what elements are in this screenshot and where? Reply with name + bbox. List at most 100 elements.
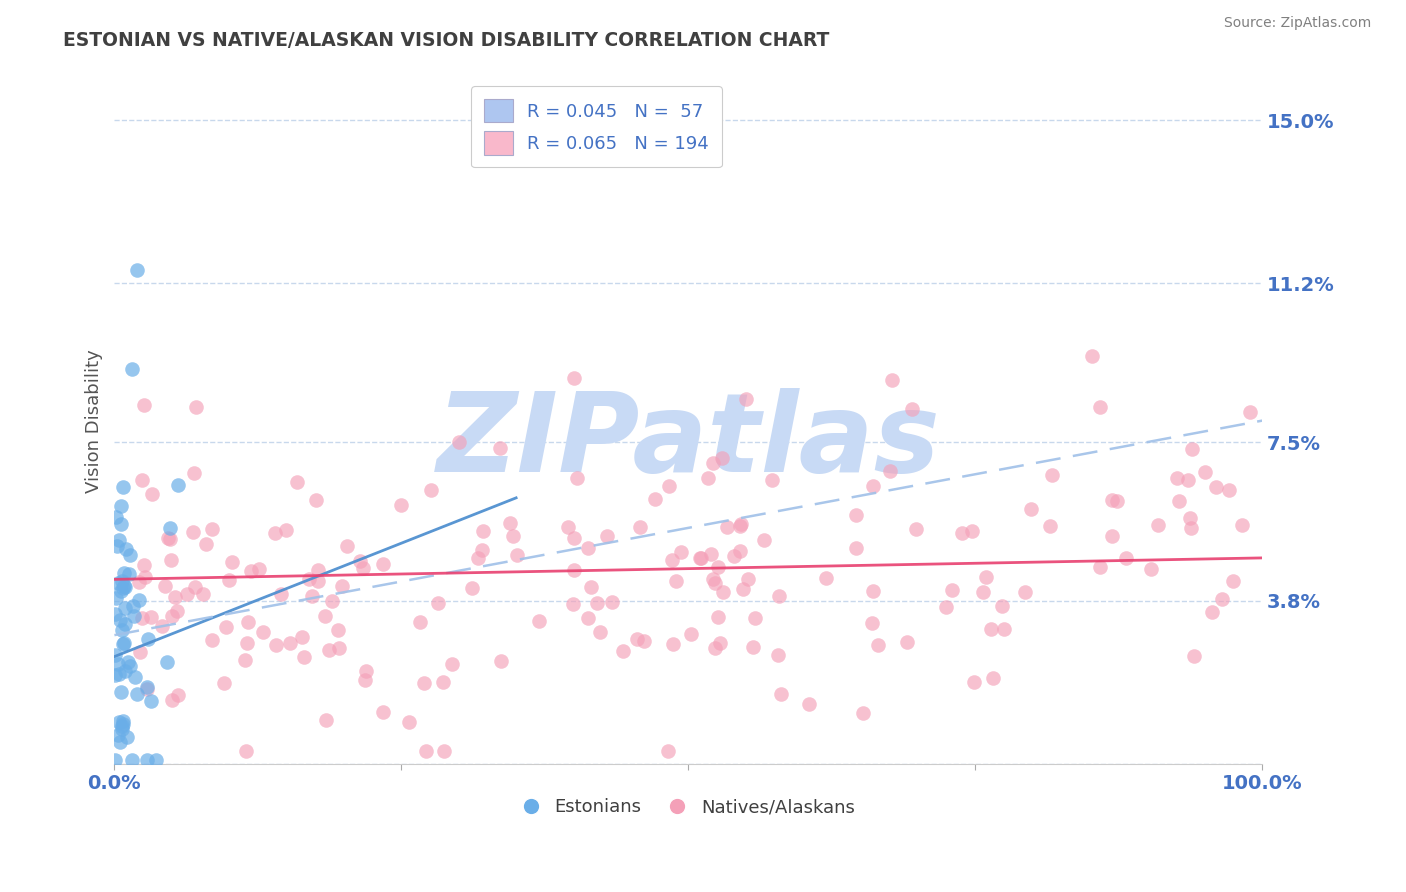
Point <box>110 735 132 749</box>
Point <box>124 671 146 685</box>
Point <box>703 576 725 591</box>
Point <box>681 627 703 641</box>
Point <box>111 714 134 728</box>
Point <box>506 548 529 562</box>
Point <box>301 589 323 603</box>
Text: ESTONIAN VS NATIVE/ALASKAN VISION DISABILITY CORRELATION CHART: ESTONIAN VS NATIVE/ALASKAN VISION DISABI… <box>63 31 830 50</box>
Point <box>1178 511 1201 525</box>
Point <box>201 632 224 647</box>
Point <box>471 542 494 557</box>
Point <box>134 558 156 572</box>
Point <box>104 667 127 681</box>
Point <box>723 549 745 563</box>
Point <box>332 579 354 593</box>
Point <box>141 487 163 501</box>
Text: ZIPatlas: ZIPatlas <box>436 388 941 495</box>
Point <box>160 552 183 566</box>
Point <box>440 657 463 671</box>
Point <box>156 655 179 669</box>
Point <box>581 580 603 594</box>
Point <box>744 611 766 625</box>
Point <box>707 609 730 624</box>
Point <box>105 509 128 524</box>
Point <box>135 681 157 696</box>
Point <box>315 713 337 727</box>
Point <box>707 560 730 574</box>
Point <box>136 632 159 646</box>
Point <box>499 516 522 530</box>
Point <box>862 479 884 493</box>
Point <box>972 585 994 599</box>
Point <box>467 551 489 566</box>
Point <box>128 575 150 590</box>
Point <box>110 517 132 532</box>
Point <box>112 566 135 580</box>
Point <box>274 524 297 538</box>
Point <box>1101 528 1123 542</box>
Point <box>595 529 617 543</box>
Point <box>1101 493 1123 508</box>
Point <box>432 674 454 689</box>
Point <box>104 607 127 621</box>
Point <box>120 658 142 673</box>
Point <box>905 522 928 536</box>
Point <box>612 644 634 658</box>
Point <box>389 498 412 512</box>
Point <box>183 525 205 540</box>
Point <box>110 584 132 599</box>
Point <box>159 532 181 546</box>
Point <box>1222 574 1244 589</box>
Point <box>768 648 790 662</box>
Point <box>661 553 683 567</box>
Point <box>122 599 145 613</box>
Point <box>160 609 183 624</box>
Point <box>150 619 173 633</box>
Point <box>700 547 723 561</box>
Point <box>737 572 759 586</box>
Point <box>111 719 134 733</box>
Point <box>1115 550 1137 565</box>
Point <box>412 676 434 690</box>
Point <box>669 545 692 559</box>
Point <box>990 599 1012 613</box>
Point <box>318 642 340 657</box>
Point <box>447 435 470 450</box>
Point <box>176 587 198 601</box>
Point <box>112 579 135 593</box>
Point <box>852 706 875 720</box>
Point <box>107 533 129 548</box>
Point <box>1088 400 1111 414</box>
Point <box>118 566 141 581</box>
Point <box>661 636 683 650</box>
Point <box>112 636 135 650</box>
Point <box>236 615 259 629</box>
Point <box>702 572 724 586</box>
Point <box>136 752 159 766</box>
Point <box>114 580 136 594</box>
Point <box>658 479 681 493</box>
Point <box>626 632 648 646</box>
Point <box>291 630 314 644</box>
Point <box>860 616 883 631</box>
Point <box>128 645 150 659</box>
Point <box>1040 468 1063 483</box>
Point <box>114 600 136 615</box>
Point <box>562 563 585 577</box>
Point <box>104 648 127 662</box>
Point <box>460 581 482 595</box>
Point <box>184 401 207 415</box>
Point <box>866 638 889 652</box>
Point <box>111 574 134 589</box>
Point <box>733 582 755 596</box>
Point <box>697 470 720 484</box>
Point <box>963 675 986 690</box>
Point <box>121 752 143 766</box>
Point <box>239 565 262 579</box>
Point <box>356 665 378 679</box>
Point <box>166 478 188 492</box>
Point <box>107 575 129 590</box>
Point <box>657 744 679 758</box>
Point <box>1167 494 1189 508</box>
Point <box>104 752 127 766</box>
Point <box>980 622 1002 636</box>
